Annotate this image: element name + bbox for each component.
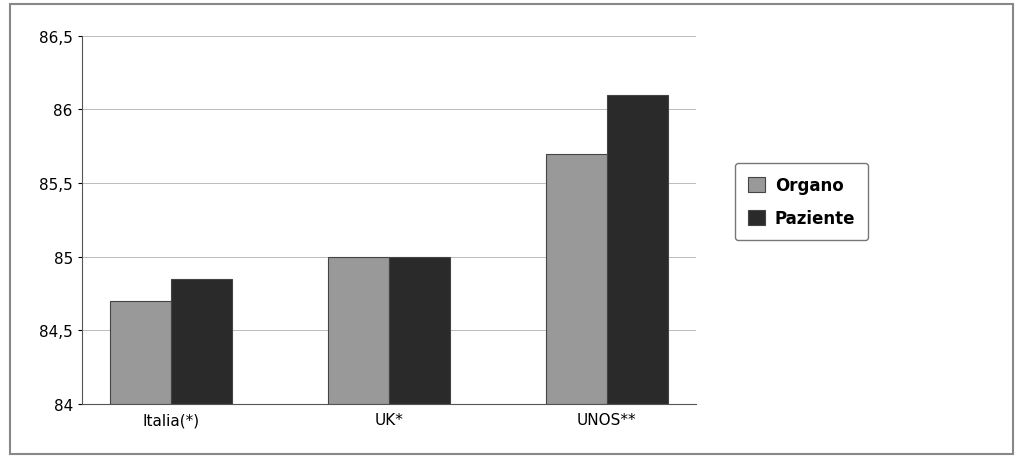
Bar <box>607 95 668 404</box>
Bar <box>389 257 450 404</box>
Bar <box>327 257 389 404</box>
Bar <box>545 154 607 404</box>
Bar <box>109 301 171 404</box>
Legend: Organo, Paziente: Organo, Paziente <box>735 163 869 241</box>
Bar <box>171 279 232 404</box>
